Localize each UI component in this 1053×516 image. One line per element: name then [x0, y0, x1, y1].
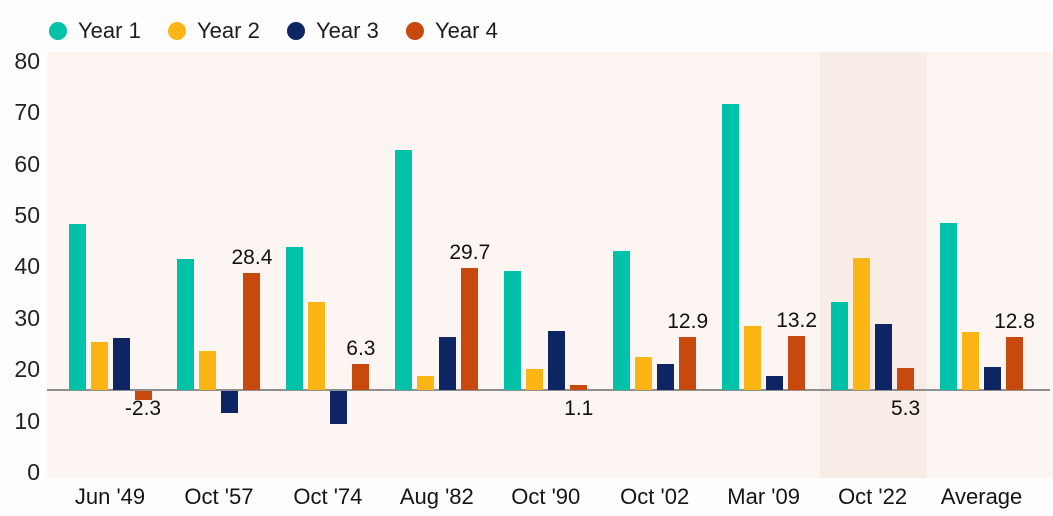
bar-year-4-mar-09: [788, 335, 806, 390]
x-axis-label-aug-82: Aug '82: [399, 484, 474, 509]
y-axis-tick-30: 30: [14, 304, 40, 331]
value-label-year-4-jun-49: -2.3: [124, 397, 162, 420]
bar-year-3-average: [984, 367, 1002, 390]
bar-year-3-oct-90: [548, 331, 566, 390]
legend-dot-year-2: [168, 22, 186, 40]
bar-year-1-jun-49: [68, 223, 86, 390]
x-axis-label-average: Average: [940, 484, 1023, 509]
bar-year-2-aug-82: [417, 376, 435, 390]
y-axis-tick-0: 0: [27, 459, 40, 485]
legend-dot-year-3: [287, 22, 305, 40]
y-axis-tick-70: 70: [14, 99, 40, 126]
bar-year-4-oct-22: [897, 368, 915, 390]
bar-year-1-aug-82: [395, 149, 413, 390]
x-axis-label-oct-22: Oct '22: [838, 484, 908, 509]
bar-year-1-oct-90: [504, 271, 522, 390]
value-label-year-4-oct-74: 6.3: [346, 337, 376, 361]
legend-label: Year 3: [316, 18, 379, 43]
bar-year-2-oct-57: [199, 350, 217, 390]
value-label-year-4-mar-09: 13.2: [776, 308, 818, 332]
bar-year-2-oct-90: [526, 369, 544, 390]
value-label-year-4-average: 12.8: [994, 310, 1035, 334]
y-axis-tick-10: 10: [14, 407, 40, 434]
bar-year-1-mar-09: [722, 103, 740, 390]
bar-year-4-oct-02: [679, 336, 697, 390]
legend-dot-year-4: [406, 22, 424, 40]
value-label-year-4-aug-82: 29.7: [449, 240, 491, 264]
bar-year-1-oct-57: [177, 259, 195, 390]
x-axis-label-oct-02: Oct '02: [620, 484, 690, 509]
bar-year-3-oct-74: [330, 391, 348, 424]
bar-year-3-mar-09: [766, 376, 784, 390]
bar-year-4-jun-49: [134, 391, 152, 401]
bar-year-1-oct-74: [286, 246, 304, 390]
x-axis-label-oct-57: Oct '57: [184, 484, 254, 509]
bar-year-1-oct-22: [831, 302, 849, 390]
highlight-band-oct-22: [820, 52, 928, 478]
y-axis-tick-40: 40: [14, 253, 40, 280]
legend-item-year-2: Year 2: [168, 20, 287, 42]
x-axis-line: [47, 389, 1050, 391]
bar-year-1-average: [940, 222, 958, 390]
y-axis-tick-20: 20: [14, 356, 40, 383]
bar-year-1-oct-02: [613, 251, 631, 390]
legend-label: Year 2: [197, 18, 260, 43]
bar-year-2-jun-49: [90, 341, 108, 390]
bar-year-3-oct-22: [875, 324, 893, 390]
bar-year-4-oct-57: [243, 273, 261, 390]
bar-year-2-oct-74: [308, 302, 326, 390]
value-label-year-4-oct-57: 28.4: [231, 246, 273, 270]
bar-year-2-mar-09: [744, 326, 762, 390]
bar-year-2-average: [962, 332, 980, 390]
bar-year-3-jun-49: [112, 338, 130, 390]
x-axis-label-mar-09: Mar '09: [727, 484, 800, 509]
legend-item-year-1: Year 1: [49, 20, 168, 42]
legend-dot-year-1: [49, 22, 67, 40]
value-label-year-4-oct-02: 12.9: [667, 309, 709, 333]
y-axis-tick-80: 80: [14, 47, 40, 74]
bar-year-4-oct-74: [352, 364, 370, 390]
x-axis-label-jun-49: Jun '49: [74, 484, 146, 509]
bar-year-4-average: [1006, 337, 1024, 390]
y-axis-tick-50: 50: [14, 202, 40, 228]
legend-item-year-4: Year 4: [406, 20, 525, 42]
bar-year-4-oct-90: [570, 385, 588, 390]
x-axis-label-oct-90: Oct '90: [511, 484, 581, 509]
legend-label: Year 4: [435, 18, 498, 43]
bar-year-3-aug-82: [439, 336, 457, 390]
legend-label: Year 1: [78, 18, 141, 43]
value-label-year-4-oct-22: 5.3: [890, 397, 921, 420]
x-axis-label-oct-74: Oct '74: [293, 484, 363, 509]
value-label-year-4-oct-90: 1.1: [564, 397, 594, 420]
bar-year-3-oct-57: [221, 391, 239, 413]
bar-year-2-oct-02: [635, 357, 653, 390]
y-axis-tick-60: 60: [14, 150, 40, 177]
bar-year-3-oct-02: [657, 364, 675, 390]
bar-year-2-oct-22: [853, 257, 871, 390]
bar-year-4-aug-82: [461, 267, 479, 390]
chart-legend: Year 1 Year 2 Year 3 Year 4: [49, 16, 525, 46]
legend-item-year-3: Year 3: [287, 20, 406, 42]
